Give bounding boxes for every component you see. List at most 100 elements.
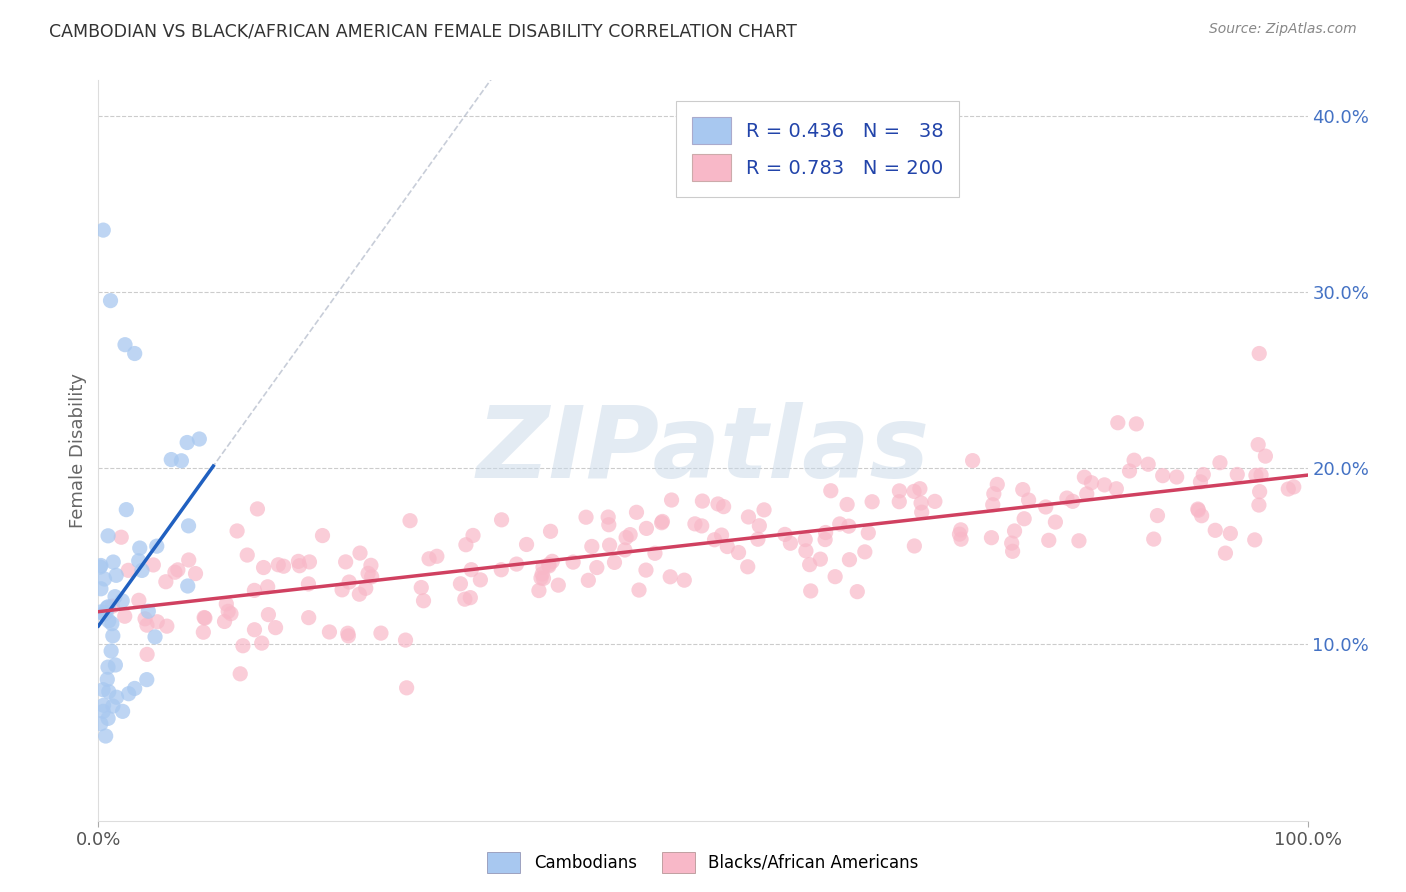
Point [1250, 467, 1272, 482]
Point [1277, 482, 1299, 496]
Point [101, 599, 124, 614]
Point [267, 558, 290, 572]
Point [794, 533, 817, 547]
Point [531, 566, 554, 581]
Point [90, 716, 112, 731]
Point [838, 519, 860, 533]
Point [118, 687, 141, 701]
Point [576, 574, 599, 588]
Point [794, 544, 817, 558]
Point [360, 570, 382, 584]
Point [950, 532, 973, 546]
Point [330, 582, 353, 597]
Point [808, 552, 831, 566]
Point [114, 609, 136, 624]
Point [858, 525, 880, 540]
Point [838, 552, 860, 566]
Point [824, 569, 846, 583]
Point [1187, 502, 1209, 516]
Point [90, 558, 112, 573]
Point [547, 578, 569, 592]
Point [128, 554, 150, 568]
Point [692, 494, 714, 508]
Point [1226, 467, 1249, 482]
Point [980, 531, 1002, 545]
Point [1073, 470, 1095, 484]
Point [226, 524, 249, 538]
Point [1215, 546, 1237, 560]
Point [103, 555, 125, 569]
Point [603, 555, 626, 569]
Point [1118, 464, 1140, 478]
Point [93, 572, 115, 586]
Point [128, 541, 150, 555]
Point [217, 604, 239, 618]
Point [585, 560, 607, 574]
Point [160, 452, 183, 467]
Point [124, 346, 146, 360]
Point [1191, 508, 1213, 523]
Point [156, 619, 179, 633]
Point [91, 607, 114, 621]
Point [1038, 533, 1060, 548]
Point [1189, 475, 1212, 489]
Point [460, 591, 482, 605]
Point [962, 453, 984, 467]
Point [1094, 478, 1116, 492]
Point [243, 583, 266, 598]
Point [575, 510, 598, 524]
Point [97, 711, 120, 725]
Point [90, 605, 112, 619]
Point [1247, 498, 1270, 512]
Point [145, 539, 167, 553]
Point [104, 590, 127, 604]
Point [298, 555, 321, 569]
Point [533, 572, 555, 586]
Point [354, 582, 377, 596]
Point [1282, 480, 1305, 494]
Point [412, 593, 434, 607]
Point [236, 548, 259, 562]
Point [256, 580, 278, 594]
Point [986, 477, 1008, 491]
Point [117, 563, 139, 577]
Point [530, 571, 553, 585]
Point [1143, 532, 1166, 546]
Point [1012, 512, 1035, 526]
Point [91, 704, 114, 718]
Point [613, 543, 636, 558]
Point [747, 533, 769, 547]
Point [752, 503, 775, 517]
Point [97, 529, 120, 543]
Point [837, 498, 859, 512]
Point [193, 625, 215, 640]
Point [748, 518, 770, 533]
Point [177, 519, 200, 533]
Point [860, 494, 883, 508]
Point [491, 563, 513, 577]
Point [91, 223, 114, 237]
Point [470, 573, 492, 587]
Point [394, 633, 416, 648]
Point [273, 559, 295, 574]
Point [1219, 526, 1241, 541]
Point [97, 660, 120, 674]
Point [1247, 437, 1270, 451]
Point [91, 682, 114, 697]
Point [527, 583, 550, 598]
Point [903, 484, 925, 499]
Point [1209, 456, 1232, 470]
Point [1018, 493, 1040, 508]
Point [395, 681, 418, 695]
Point [614, 531, 637, 545]
Point [336, 626, 359, 640]
Point [89, 560, 111, 574]
Point [903, 539, 925, 553]
Point [661, 493, 683, 508]
Point [599, 538, 621, 552]
Point [136, 618, 159, 632]
Point [399, 514, 422, 528]
Point [100, 644, 122, 658]
Point [170, 454, 193, 468]
Point [1125, 417, 1147, 431]
